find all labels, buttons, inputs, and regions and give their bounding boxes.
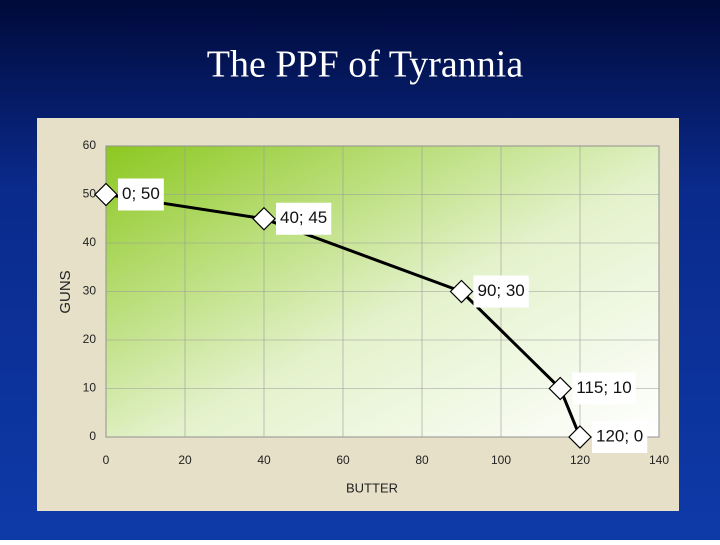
x-tick-label: 20: [178, 453, 192, 467]
data-label-box: [118, 178, 164, 211]
data-label-box: [572, 372, 636, 405]
point-marker: [94, 182, 118, 207]
data-label-box: [473, 275, 529, 308]
data-label: 0; 50: [122, 184, 160, 203]
data-label: 40; 45: [280, 208, 327, 227]
y-tick-label: 30: [83, 284, 97, 298]
y-tick-label: 60: [83, 138, 97, 152]
x-tick-label: 100: [491, 453, 511, 467]
data-label-box: [276, 202, 332, 235]
data-label: 120; 0: [596, 426, 643, 445]
x-axis-label: BUTTER: [346, 480, 398, 495]
point-marker: [252, 206, 276, 231]
y-tick-label: 40: [83, 235, 97, 249]
y-tick-label: 20: [83, 332, 97, 346]
chart: 0 10 20 30 40 50 60 0 20 40 60 80 100 120 140 0; 50 40; …: [83, 138, 670, 467]
data-label-box: [592, 421, 648, 453]
x-tick-label: 0: [103, 453, 110, 467]
point-marker: [548, 376, 573, 401]
point-marker: [568, 425, 592, 449]
data-label: 115; 10: [576, 378, 631, 397]
y-axis-label: GUNS: [57, 270, 74, 313]
x-tick-label: 60: [336, 453, 350, 467]
x-tick-label: 120: [570, 453, 590, 467]
x-tick-label: 40: [257, 453, 271, 467]
y-tick-label: 10: [83, 381, 97, 395]
x-tick-label: 140: [649, 453, 669, 467]
x-tick-label: 80: [415, 453, 429, 467]
point-marker: [449, 279, 474, 304]
y-tick-label: 0: [89, 429, 96, 443]
slide-title: The PPF of Tyrannia: [207, 44, 524, 86]
data-label: 90; 30: [478, 281, 525, 300]
y-tick-label: 50: [83, 187, 97, 201]
